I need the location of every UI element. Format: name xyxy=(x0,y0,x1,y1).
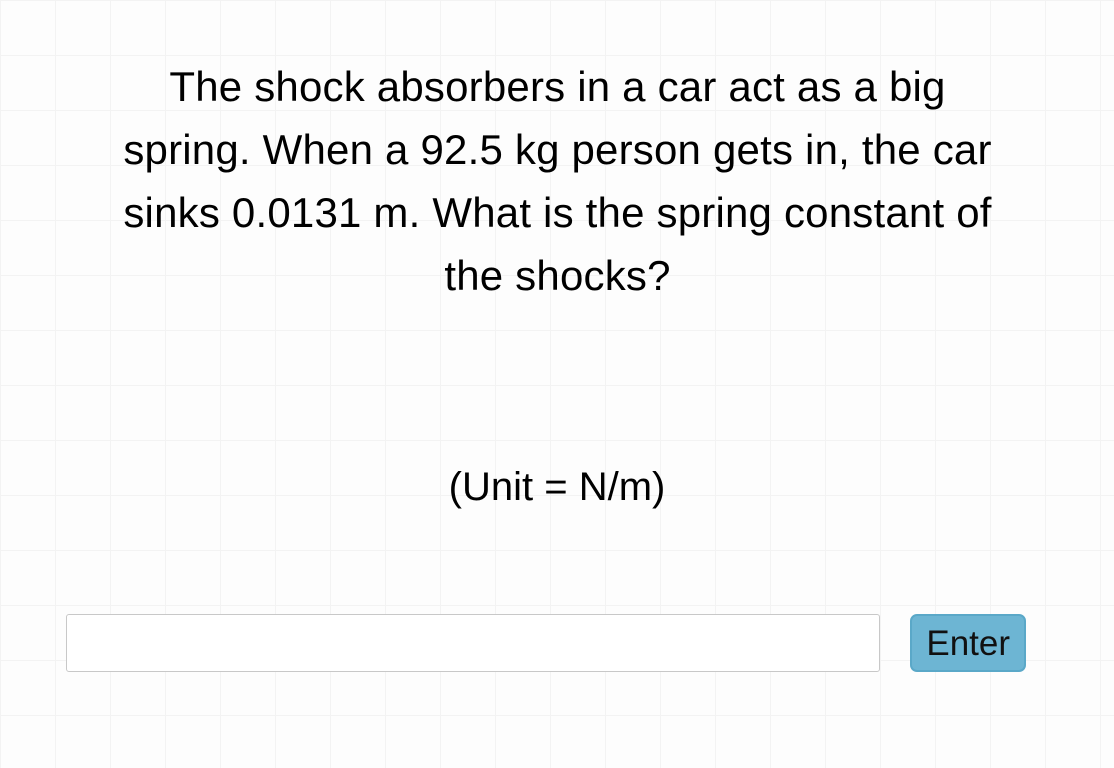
unit-container: (Unit = N/m) xyxy=(0,465,1114,510)
enter-button[interactable]: Enter xyxy=(910,614,1026,672)
unit-label: (Unit = N/m) xyxy=(0,465,1114,510)
question-container: The shock absorbers in a car act as a bi… xyxy=(105,55,1010,307)
question-text: The shock absorbers in a car act as a bi… xyxy=(105,55,1010,307)
answer-row: Enter xyxy=(66,614,1026,672)
answer-input[interactable] xyxy=(66,614,880,672)
